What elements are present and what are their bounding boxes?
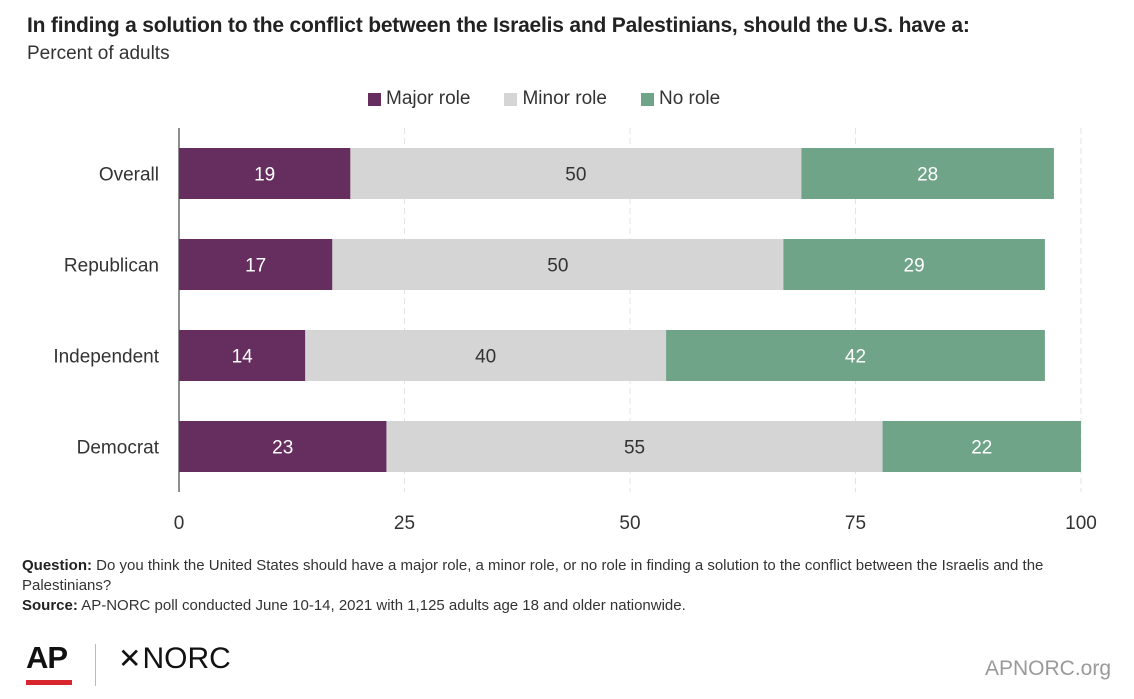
source-note: Source: AP-NORC poll conducted June 10-1… [22, 596, 1122, 616]
x-tick-label: 75 [845, 513, 866, 534]
data-label: 50 [547, 256, 568, 277]
ap-logo: AP [26, 640, 68, 675]
data-label: 50 [565, 165, 586, 186]
ap-logo-underline [26, 680, 72, 685]
bar-segment [666, 330, 1045, 381]
chart-notes: Question: Do you think the United States… [22, 556, 1122, 616]
data-label: 55 [624, 438, 645, 459]
bar-segment [386, 421, 883, 472]
data-label: 19 [254, 165, 275, 186]
logo-divider [95, 644, 96, 686]
bar-segment [801, 148, 1054, 199]
legend-label-minor: Minor role [522, 88, 607, 109]
bar-segment [179, 330, 306, 381]
x-tick-label: 100 [1065, 513, 1097, 534]
category-label: Democrat [77, 438, 160, 459]
norc-logo: ✕NORC [118, 642, 231, 676]
question-label: Question: [22, 557, 92, 574]
norc-star-icon: ✕ [118, 643, 142, 674]
source-text: AP-NORC poll conducted June 10-14, 2021 … [81, 597, 686, 614]
x-tick-label: 50 [619, 513, 640, 534]
data-label: 14 [232, 347, 254, 368]
question-text: Do you think the United States should ha… [22, 557, 1044, 594]
legend-item-minor: Minor role [504, 88, 607, 110]
footer-logos: AP ✕NORC [22, 640, 322, 688]
legend-swatch-minor [504, 92, 518, 106]
bar-segment [179, 148, 351, 199]
chart-subtitle: Percent of adults [27, 43, 170, 64]
legend-swatch-none [640, 92, 654, 106]
data-label: 42 [845, 347, 866, 368]
x-tick-label: 0 [174, 513, 185, 534]
bar-segment [332, 239, 784, 290]
legend-item-major: Major role [368, 88, 470, 110]
category-label: Overall [99, 165, 159, 186]
stacked-bar-chart: 0 25 50 75 100 Overall 19 50 28 Republican 17 50 29 I… [53, 128, 1097, 534]
category-label: Independent [53, 347, 159, 368]
question-note: Question: Do you think the United States… [22, 556, 1122, 596]
data-label: 23 [272, 438, 293, 459]
x-tick-label: 25 [394, 513, 415, 534]
source-label: Source: [22, 597, 78, 614]
legend: Major role Minor role No role [368, 87, 754, 111]
site-url: APNORC.org [984, 657, 1111, 680]
chart-title: In finding a solution to the conflict be… [27, 14, 970, 37]
bar-segment [350, 148, 802, 199]
category-label: Republican [64, 256, 159, 277]
legend-label-major: Major role [386, 88, 471, 109]
bar-segment [179, 239, 333, 290]
data-label: 22 [971, 438, 992, 459]
bar-segment [783, 239, 1045, 290]
norc-logo-text: NORC [142, 642, 231, 675]
legend-label-none: No role [658, 88, 721, 109]
bar-segment [179, 421, 387, 472]
bar-segment [305, 330, 667, 381]
data-label: 17 [245, 256, 266, 277]
legend-swatch-major [368, 92, 381, 106]
data-label: 29 [904, 256, 925, 277]
data-label: 28 [917, 165, 938, 186]
data-label: 40 [475, 347, 496, 368]
legend-item-none: No role [640, 88, 721, 110]
bar-segment [882, 421, 1081, 472]
